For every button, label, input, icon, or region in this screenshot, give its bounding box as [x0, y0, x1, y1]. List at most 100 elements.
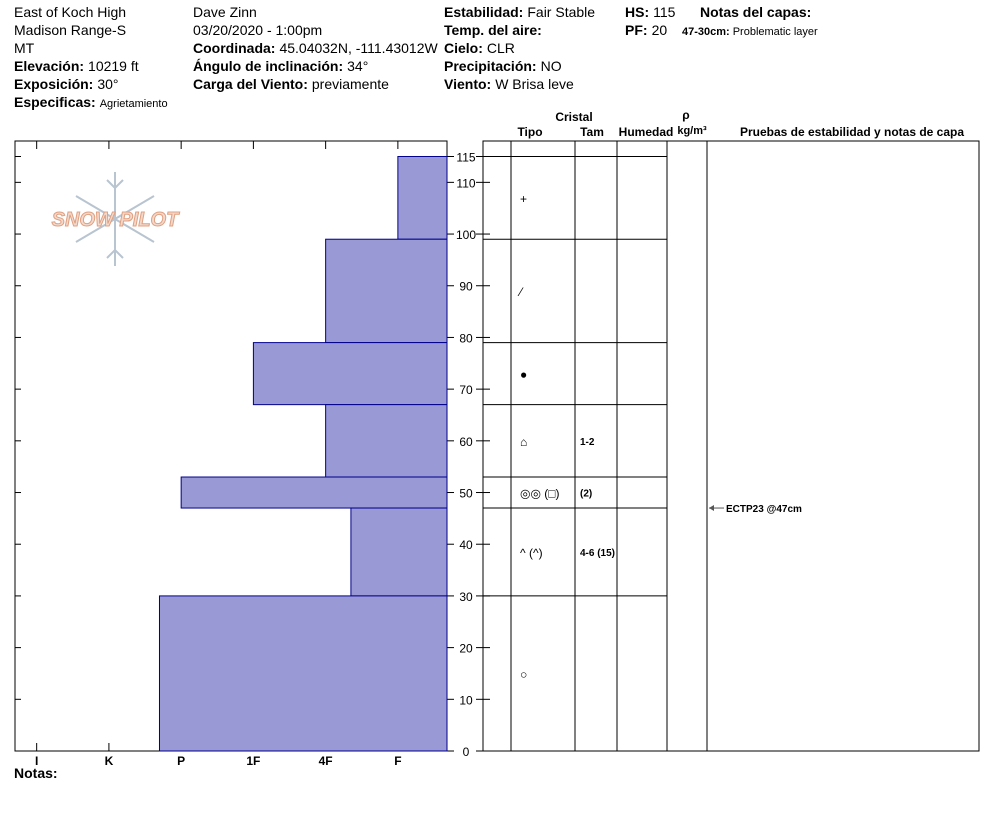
x-tick-label: 1F	[246, 754, 260, 768]
field-label: Coordinada:	[193, 40, 275, 56]
y-tick-label: 20	[459, 642, 473, 656]
field-label: Estabilidad:	[444, 4, 523, 20]
test-arrowhead	[709, 505, 714, 512]
header-field: Madison Range-S	[14, 22, 126, 38]
crystal-type: ^ (^)	[520, 546, 543, 560]
field-value: 115	[653, 4, 676, 20]
y-tick-label: 115	[456, 151, 475, 165]
field-text: East of Koch High	[14, 4, 126, 20]
crystal-type: ⁄	[517, 285, 524, 299]
x-tick-label: P	[177, 754, 185, 768]
crystal-type: ○	[520, 667, 527, 681]
y-tick-label: 10	[459, 693, 473, 707]
y-tick-label: 90	[459, 280, 473, 294]
col-header: Tam	[580, 125, 604, 139]
header-field: HS: 115	[625, 4, 676, 20]
col-header: Humedad	[619, 125, 674, 139]
hardness-bar	[158, 595, 448, 752]
notes-title: Notas del capas:	[700, 4, 811, 20]
header-field: Elevación: 10219 ft	[14, 58, 139, 74]
header-field: Dave Zinn	[193, 4, 257, 20]
y-tick-label: 50	[459, 487, 473, 501]
logo	[75, 172, 155, 266]
field-label: Carga del Viento:	[193, 76, 308, 92]
header-field: Estabilidad: Fair Stable	[444, 4, 595, 20]
col-header: Cristal	[555, 110, 592, 124]
field-value: Fair Stable	[527, 4, 595, 20]
field-label: Ángulo de inclinación:	[193, 58, 343, 74]
field-label: Precipitación:	[444, 58, 537, 74]
field-value: 45.04032N, -111.43012W	[279, 40, 438, 56]
hardness-bar	[325, 404, 448, 478]
footer-notes: Notas:	[14, 765, 58, 781]
header-field: Temp. del aire:	[444, 22, 542, 38]
crystal-type: ●	[520, 368, 527, 382]
hardness-bar	[180, 476, 448, 509]
col-header: Tipo	[517, 125, 542, 139]
field-value: CLR	[487, 40, 515, 56]
crystal-size: 1-2	[580, 437, 595, 448]
crystal-type: ◎◎ (□)	[520, 487, 560, 501]
header-field: Coordinada: 45.04032N, -111.43012W	[193, 40, 438, 56]
x-tick-label: F	[394, 754, 401, 768]
field-label: Temp. del aire:	[444, 22, 542, 38]
field-value: 30°	[97, 76, 118, 92]
field-text: Madison Range-S	[14, 22, 126, 38]
hardness-bar	[325, 238, 448, 344]
field-label: Especificas:	[14, 94, 96, 110]
header-field: Exposición: 30°	[14, 76, 119, 92]
header-field: Cielo: CLR	[444, 40, 515, 56]
col-header: Pruebas de estabilidad y notas de capa	[740, 125, 964, 139]
col-header: ρ	[682, 108, 689, 122]
field-text: 03/20/2020 - 1:00pm	[193, 22, 322, 38]
crystal-size: 4-6 (15)	[580, 548, 615, 559]
y-tick-label: 70	[459, 383, 473, 397]
header-field: Especificas: Agrietamiento	[14, 94, 168, 110]
header-field: MT	[14, 40, 35, 56]
table-frame	[482, 140, 980, 752]
x-tick-label: K	[105, 754, 114, 768]
field-value: Agrietamiento	[100, 98, 168, 110]
note-label: 47-30cm:	[682, 26, 730, 38]
test-label: ECTP23 @47cm	[726, 504, 802, 515]
y-tick-label: 60	[459, 435, 473, 449]
header-field: Viento: W Brisa leve	[444, 76, 574, 92]
hardness-bar	[252, 342, 448, 406]
field-value: previamente	[312, 76, 389, 92]
field-value: 34°	[347, 58, 368, 74]
y-tick-label: 40	[459, 538, 473, 552]
y-tick-label: 100	[456, 228, 476, 242]
field-label: Viento:	[444, 76, 491, 92]
header-field: Ángulo de inclinación: 34°	[193, 58, 368, 74]
field-value: 20	[652, 22, 668, 38]
note-value: Problematic layer	[733, 26, 818, 38]
y-tick-label: 80	[459, 331, 473, 345]
hardness-bar	[397, 156, 448, 240]
field-value: W Brisa leve	[495, 76, 574, 92]
field-value: NO	[541, 58, 562, 74]
x-tick-label: 4F	[319, 754, 333, 768]
field-text: Dave Zinn	[193, 4, 257, 20]
x-tick-label: I	[35, 754, 38, 768]
crystal-type: ⌂	[520, 435, 527, 449]
logo-text: SNOW PILOT	[52, 209, 180, 231]
field-label: PF:	[625, 22, 648, 38]
header-field: PF: 20	[625, 22, 667, 38]
header-field: Carga del Viento: previamente	[193, 76, 389, 92]
field-label: Exposición:	[14, 76, 93, 92]
field-label: HS:	[625, 4, 649, 20]
header-field: 03/20/2020 - 1:00pm	[193, 22, 322, 38]
y-tick-label: 110	[456, 176, 475, 190]
crystal-size: (2)	[580, 489, 592, 500]
col-header: kg/m³	[677, 125, 707, 137]
field-text: MT	[14, 40, 35, 56]
y-tick-label: 30	[459, 590, 473, 604]
y-tick-label: 0	[463, 745, 470, 759]
header-field: Precipitación: NO	[444, 58, 562, 74]
field-label: Elevación:	[14, 58, 84, 74]
header-field: East of Koch High	[14, 4, 126, 20]
hardness-bar	[350, 507, 448, 597]
crystal-type: +	[520, 192, 527, 206]
layer-note: 47-30cm: Problematic layer	[682, 26, 818, 38]
